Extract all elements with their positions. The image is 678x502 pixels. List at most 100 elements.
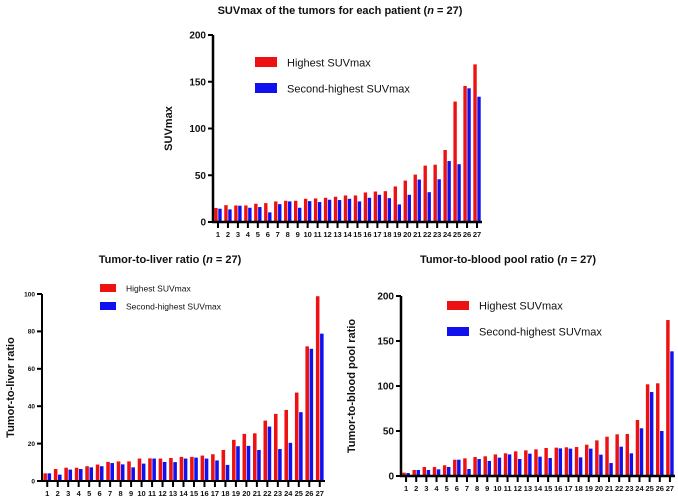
bar-highest-26 bbox=[305, 346, 309, 481]
bar-highest-3 bbox=[234, 205, 238, 222]
x-tick-label: 21 bbox=[605, 484, 613, 493]
bar-second-9 bbox=[297, 207, 302, 222]
bar-second-9 bbox=[487, 460, 492, 476]
x-tick-label: 27 bbox=[666, 484, 674, 493]
bar-highest-12 bbox=[323, 197, 328, 222]
bar-highest-24 bbox=[443, 150, 447, 222]
bar-highest-6 bbox=[95, 464, 100, 481]
chart-title: SUVmax of the tumors for each patient (n… bbox=[218, 5, 463, 17]
bar-highest-13 bbox=[333, 196, 338, 222]
bar-second-1 bbox=[406, 473, 410, 476]
bar-second-12 bbox=[518, 458, 522, 476]
legend: Highest SUVmax Second-highest SUVmax bbox=[255, 57, 410, 96]
bar-second-22 bbox=[619, 446, 623, 476]
legend-swatch-highest bbox=[255, 57, 277, 67]
bar-second-17 bbox=[215, 460, 219, 481]
bar-highest-6 bbox=[453, 459, 457, 476]
bar-second-4 bbox=[78, 469, 83, 481]
bar-highest-22 bbox=[263, 420, 268, 481]
x-tick-label: 14 bbox=[534, 484, 543, 493]
x-tick-label: 5 bbox=[87, 489, 91, 498]
bar-highest-23 bbox=[273, 413, 278, 481]
x-tick-label: 13 bbox=[169, 489, 177, 498]
bar-second-16 bbox=[558, 448, 563, 476]
bar-second-5 bbox=[446, 467, 451, 476]
bar-second-21 bbox=[257, 449, 261, 481]
bar-highest-4 bbox=[244, 205, 248, 222]
x-tick-label: 20 bbox=[595, 484, 603, 493]
y-tick-label: 200 bbox=[189, 31, 206, 42]
bar-highest-11 bbox=[503, 453, 508, 476]
bar-highest-18 bbox=[221, 449, 226, 481]
bar-highest-25 bbox=[453, 101, 457, 222]
bar-second-22 bbox=[267, 426, 272, 481]
x-tick-label: 21 bbox=[253, 489, 261, 498]
bar-highest-10 bbox=[303, 198, 308, 222]
x-tick-label: 2 bbox=[226, 230, 230, 239]
bar-second-5 bbox=[258, 207, 262, 222]
bar-highest-15 bbox=[544, 448, 548, 476]
legend-label: Highest SUVmax bbox=[479, 301, 563, 313]
bar-highest-8 bbox=[116, 461, 121, 481]
bar-second-8 bbox=[288, 201, 292, 222]
x-tick-label: 20 bbox=[403, 230, 411, 239]
bar-second-11 bbox=[507, 454, 512, 476]
bar-highest-9 bbox=[483, 456, 487, 476]
bar-second-20 bbox=[599, 454, 603, 476]
bar-highest-25 bbox=[645, 384, 650, 476]
x-tick-label: 9 bbox=[129, 489, 133, 498]
bar-second-26 bbox=[309, 348, 314, 481]
x-tick-label: 25 bbox=[645, 484, 653, 493]
legend-label: Second-highest SUVmax bbox=[287, 84, 410, 96]
bar-highest-11 bbox=[148, 458, 152, 481]
bar-second-5 bbox=[89, 467, 94, 481]
x-tick-label: 26 bbox=[656, 484, 664, 493]
chart-title: Tumor-to-blood pool ratio (n = 27) bbox=[420, 254, 596, 266]
x-tick-label: 16 bbox=[200, 489, 208, 498]
bar-highest-9 bbox=[127, 461, 131, 481]
bar-second-14 bbox=[183, 458, 188, 481]
bar-highest-7 bbox=[106, 461, 110, 481]
x-tick-label: 10 bbox=[137, 489, 145, 498]
x-tick-label: 6 bbox=[455, 484, 459, 493]
bar-second-6 bbox=[268, 212, 272, 222]
bar-highest-10 bbox=[493, 454, 498, 476]
x-tick-label: 10 bbox=[493, 484, 501, 493]
y-axis-label: SUVmax bbox=[163, 105, 175, 151]
bar-second-6 bbox=[99, 466, 104, 481]
bar-second-8 bbox=[120, 464, 125, 481]
x-tick-label: 16 bbox=[363, 230, 371, 239]
bar-highest-23 bbox=[625, 433, 630, 476]
x-tick-label: 25 bbox=[295, 489, 303, 498]
bar-second-27 bbox=[320, 333, 324, 481]
bar-highest-16 bbox=[554, 447, 558, 476]
y-tick-label: 150 bbox=[377, 337, 394, 348]
bar-highest-23 bbox=[433, 164, 437, 222]
bar-highest-6 bbox=[264, 203, 268, 222]
x-tick-label: 12 bbox=[514, 484, 522, 493]
legend-swatch-second bbox=[255, 83, 277, 93]
legend-swatch-second bbox=[100, 302, 116, 310]
bar-highest-1 bbox=[43, 473, 47, 481]
x-tick-label: 5 bbox=[445, 484, 449, 493]
x-tick-label: 22 bbox=[263, 489, 271, 498]
bar-second-7 bbox=[278, 204, 282, 222]
bar-highest-21 bbox=[413, 174, 417, 222]
bar-second-8 bbox=[477, 458, 481, 476]
bar-second-24 bbox=[639, 428, 644, 476]
bar-second-12 bbox=[162, 461, 167, 481]
y-tick-label: 150 bbox=[189, 77, 206, 88]
x-tick-label: 27 bbox=[316, 489, 324, 498]
bar-second-26 bbox=[660, 431, 664, 476]
bar-highest-7 bbox=[274, 201, 278, 222]
bar-second-19 bbox=[589, 448, 593, 476]
x-tick-label: 13 bbox=[524, 484, 532, 493]
bar-highest-13 bbox=[169, 458, 173, 481]
bar-highest-3 bbox=[64, 467, 68, 481]
y-tick-label: 50 bbox=[383, 427, 395, 438]
bar-second-25 bbox=[649, 392, 654, 476]
bar-second-18 bbox=[387, 198, 392, 222]
bar-highest-19 bbox=[393, 186, 398, 222]
bar-highest-21 bbox=[253, 433, 257, 481]
